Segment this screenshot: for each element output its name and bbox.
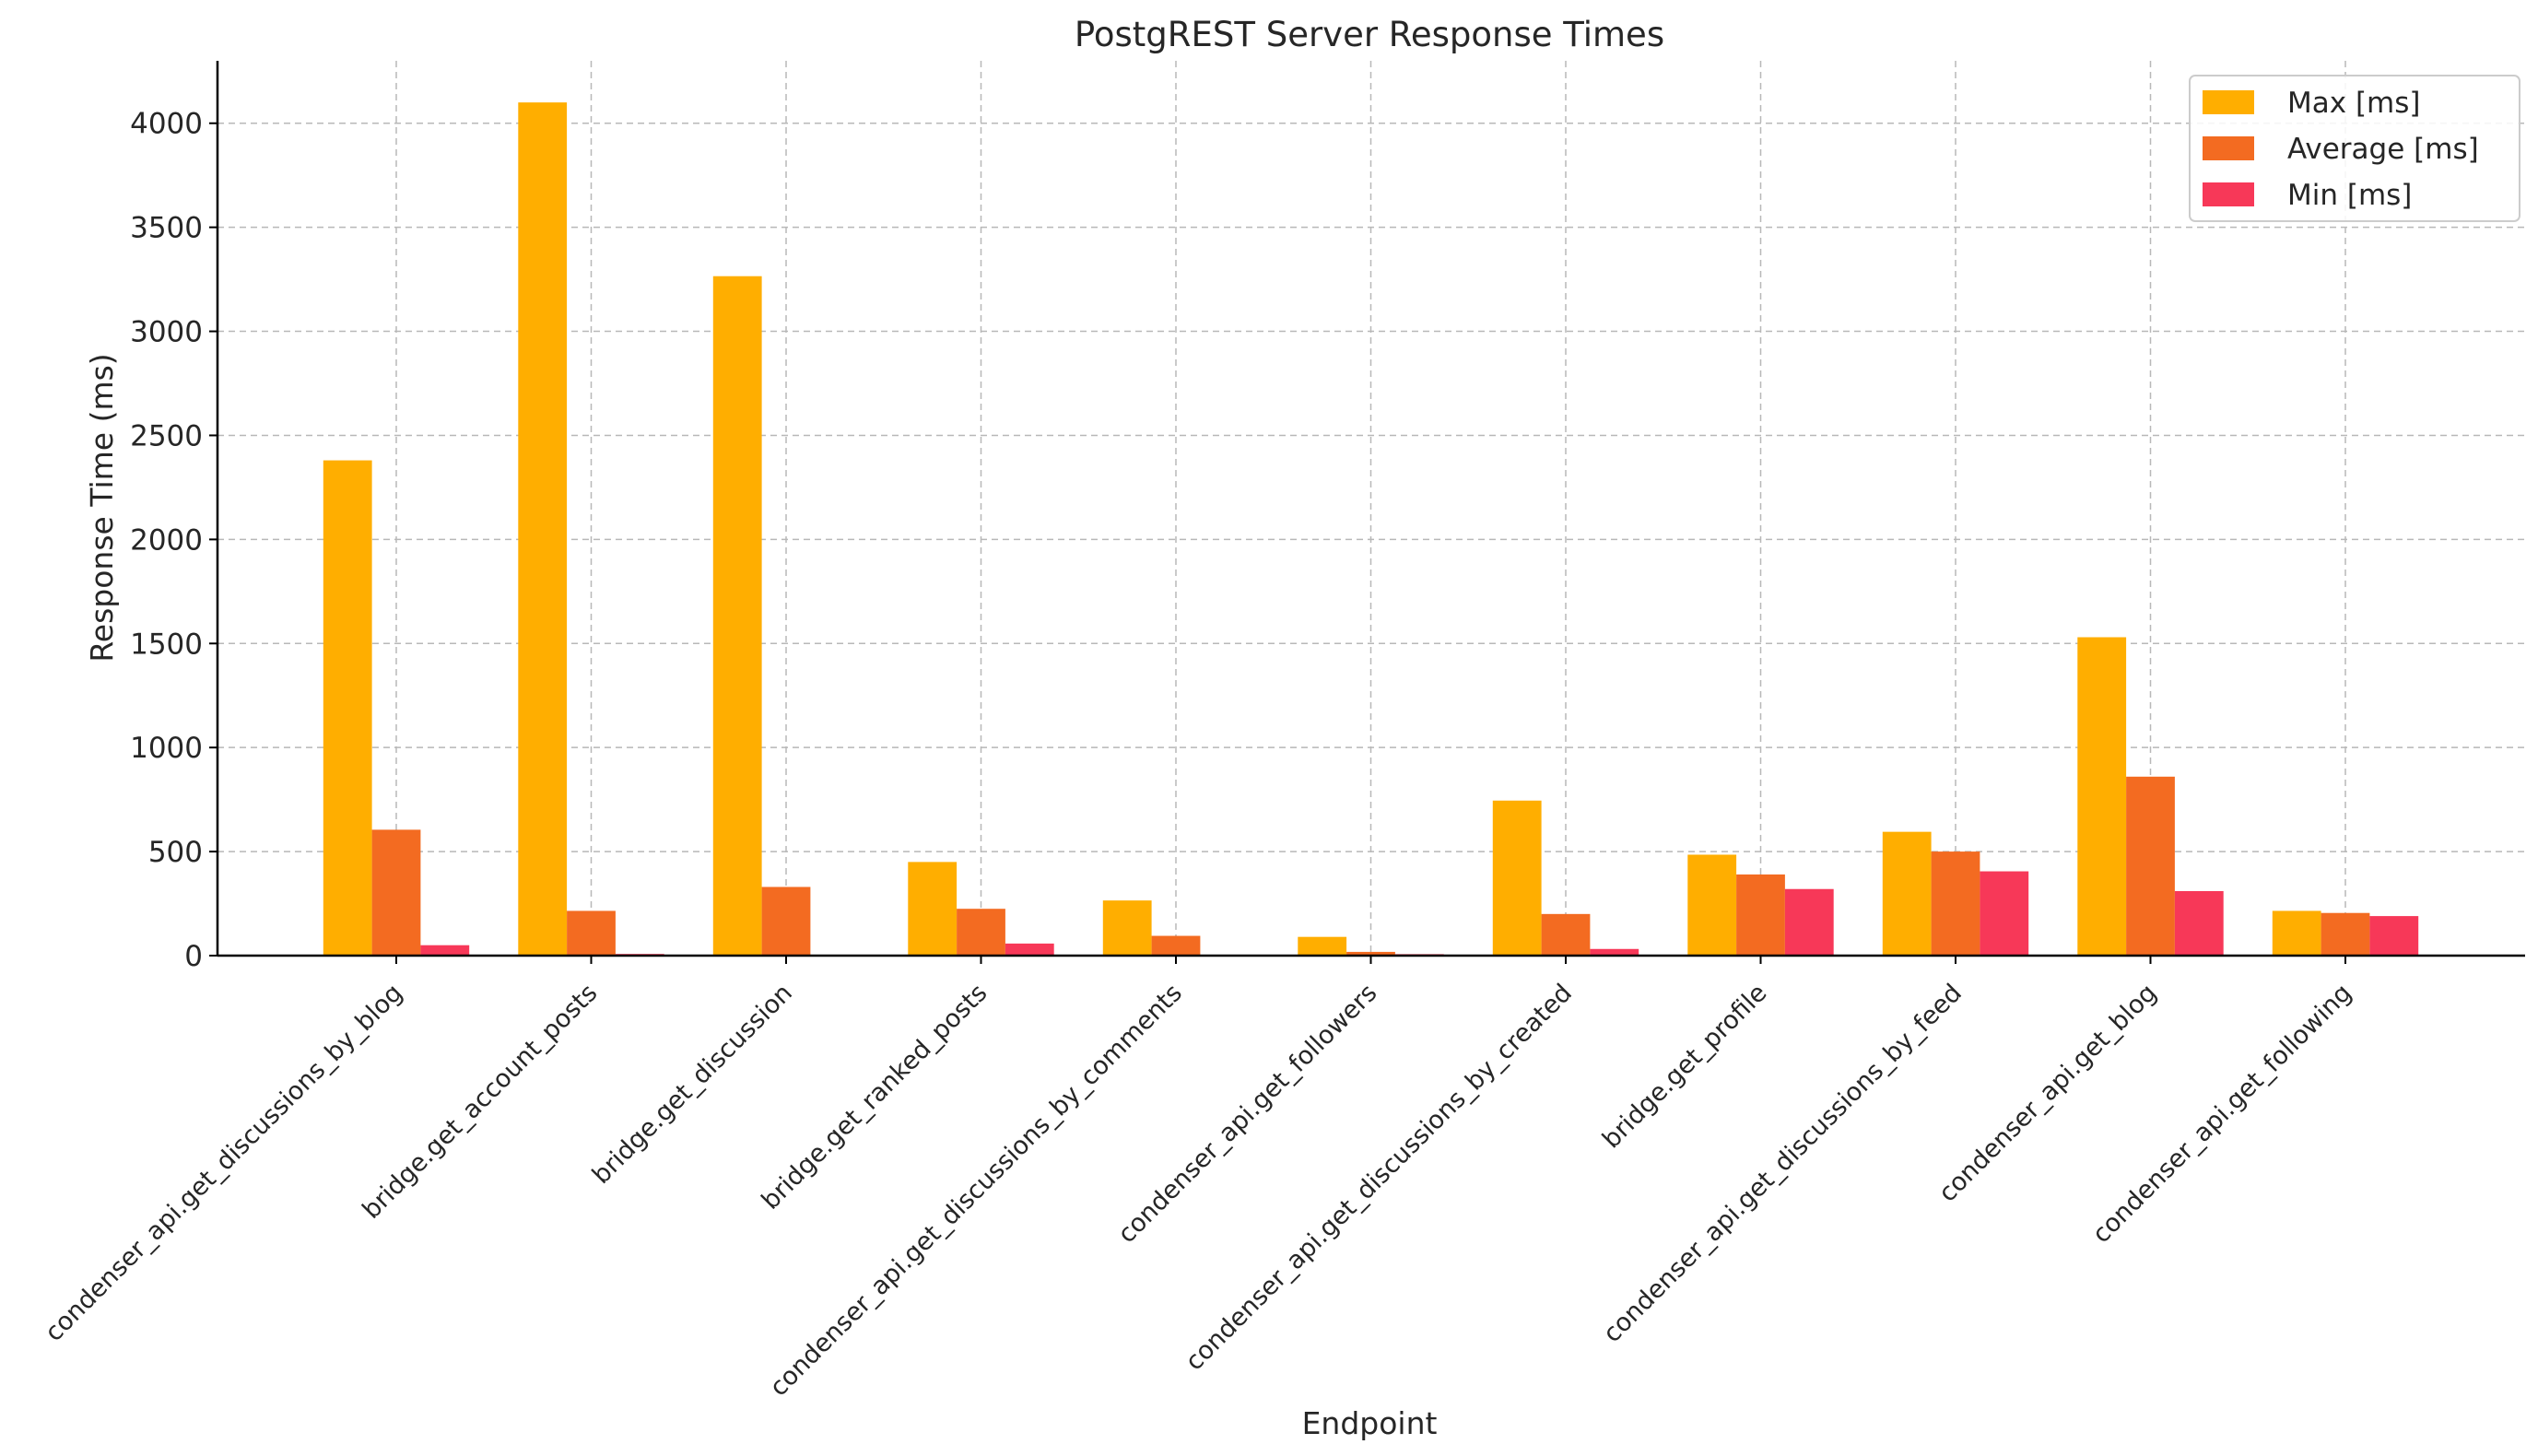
bar-max (1882, 831, 1932, 956)
bar-average (2126, 776, 2175, 956)
bar-average (957, 909, 1005, 956)
x-axis-label: Endpoint (1302, 1405, 1438, 1441)
bar-min (1590, 948, 1639, 956)
bar-max (1687, 854, 1737, 956)
bar-min (1980, 871, 2029, 956)
legend-frame (2189, 75, 2520, 222)
bar-average (761, 887, 811, 956)
bar-min (420, 945, 470, 956)
bar-min (2369, 916, 2419, 956)
bar-average (1151, 935, 1201, 956)
bar-average (1736, 874, 1785, 956)
chart-title: PostgREST Server Response Times (1075, 15, 1664, 54)
bar-max (1492, 800, 1542, 956)
legend-swatch (2203, 182, 2254, 206)
legend-label: Average [ms] (2287, 133, 2479, 166)
legend-swatch (2203, 136, 2254, 160)
bar-average (567, 910, 616, 956)
y-tick-label: 4000 (130, 108, 203, 141)
legend-swatch (2203, 90, 2254, 114)
grid-lines (217, 61, 2525, 957)
y-tick-label: 1500 (130, 628, 203, 661)
bar-max (518, 102, 568, 957)
bar-min (1005, 943, 1054, 956)
bar-max (2272, 910, 2321, 956)
y-axis-label: Response Time (ms) (84, 353, 120, 662)
legend-label: Min [ms] (2287, 179, 2412, 212)
legend: Max [ms] Average [ms] Min [ms] (2189, 75, 2520, 222)
bar-max (908, 862, 958, 956)
bar-max (323, 460, 372, 956)
y-tick-labels: 0 500 1000 1500 2000 2500 3000 3500 4000 (130, 108, 203, 973)
bar-average (1346, 951, 1395, 956)
bar-min (2174, 890, 2224, 956)
y-tick-label: 0 (184, 940, 203, 973)
bars (323, 102, 2419, 957)
bar-max (2077, 637, 2127, 956)
bar-max (1298, 936, 1347, 956)
legend-label: Max [ms] (2287, 87, 2420, 120)
axes (209, 61, 2525, 964)
y-tick-label: 2000 (130, 523, 203, 557)
bar-average (1541, 913, 1591, 956)
y-tick-label: 3500 (130, 212, 203, 245)
bar-average (1931, 851, 1980, 956)
bar-max (1102, 900, 1152, 956)
y-tick-label: 3000 (130, 316, 203, 349)
y-tick-label: 2500 (130, 419, 203, 452)
y-tick-label: 500 (148, 836, 203, 869)
bar-average (371, 829, 421, 956)
bar-min (1784, 888, 1834, 956)
bar-max (712, 276, 762, 957)
bar-average (2321, 912, 2370, 956)
y-tick-label: 1000 (130, 732, 203, 765)
